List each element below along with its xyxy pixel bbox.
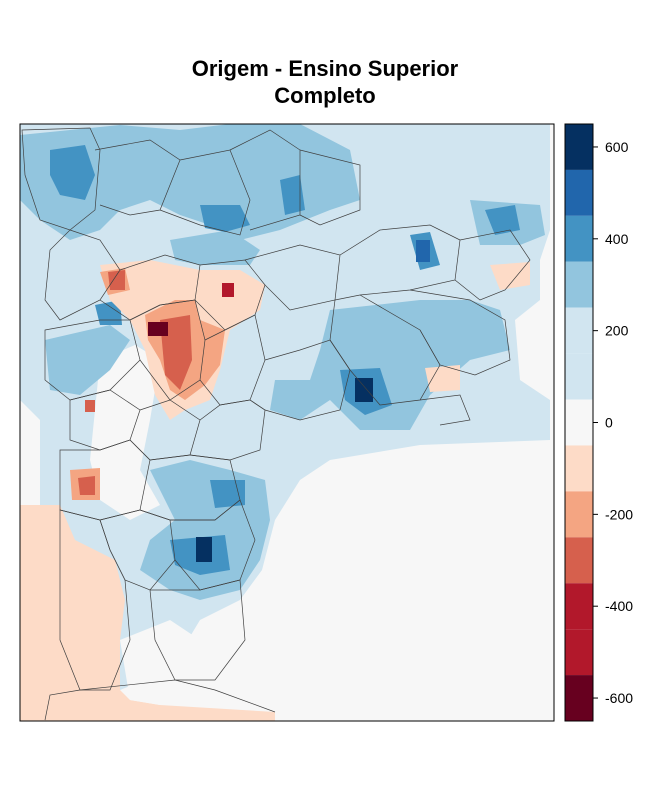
colorbar-tick-label: 200: [605, 323, 629, 339]
region-blue-south2: [210, 480, 245, 508]
hotspot-center-darkest: [148, 322, 168, 336]
colorbar-bin-8: [565, 491, 593, 538]
colorbar-tick-label: -400: [605, 598, 633, 614]
colorbar-bin-10: [565, 583, 593, 630]
chart-title: Origem - Ensino Superior Completo: [0, 55, 650, 109]
region-salmon-east: [490, 262, 530, 290]
region-salmon-east2: [425, 365, 460, 392]
colorbar-bin-6: [565, 399, 593, 446]
region-blue-west: [95, 300, 122, 325]
chart-title-line-2: Completo: [274, 83, 376, 108]
hotspot-red-west: [85, 400, 95, 412]
region-red-west: [78, 476, 95, 495]
region-neutral-center: [90, 345, 160, 520]
colorbar-bin-0: [565, 124, 593, 170]
colorbar-tick-label: 400: [605, 231, 629, 247]
region-medium-blue-east2: [270, 300, 510, 430]
region-light-salmon: [20, 505, 275, 721]
colorbar-bin-12: [565, 675, 593, 721]
colorbar-bin-7: [565, 445, 593, 492]
colorbar: [565, 124, 593, 721]
heatmap-panel: [19, 123, 555, 722]
colorbar-bin-11: [565, 629, 593, 676]
colorbar-bin-5: [565, 353, 593, 400]
region-blue-east-b: [485, 205, 520, 235]
colorbar-tick-label: -200: [605, 506, 633, 522]
hotspot-red-center-east: [222, 283, 234, 297]
region-blue-north2: [200, 205, 250, 232]
boundary-lines: [21, 127, 531, 721]
colorbar-bin-9: [565, 537, 593, 584]
colorbar-bin-3: [565, 261, 593, 308]
colorbar-bin-1: [565, 169, 593, 216]
region-medium-blue-center: [170, 230, 260, 265]
region-red-nw: [108, 270, 125, 290]
region-blue-north3: [280, 175, 305, 215]
map-frame: [19, 123, 555, 722]
colorbar-tick-label: -600: [605, 690, 633, 706]
chart-title-line-1: Origem - Ensino Superior: [191, 56, 459, 81]
hotspot-east-darkest: [355, 378, 373, 402]
colorbar-ticks: 600 400 200 0 -200 -400 -600: [593, 139, 633, 706]
hotspot-south-darkest: [196, 537, 212, 562]
region-medium-blue-north: [20, 124, 360, 240]
colorbar-bin-4: [565, 307, 593, 354]
colorbar-bin-2: [565, 215, 593, 262]
colorbar-tick-label: 0: [605, 415, 613, 431]
region-medium-blue-west: [45, 325, 130, 395]
region-blue-northwest: [50, 145, 95, 200]
hotspot-east-dark: [416, 240, 430, 262]
colorbar-tick-label: 600: [605, 139, 629, 155]
